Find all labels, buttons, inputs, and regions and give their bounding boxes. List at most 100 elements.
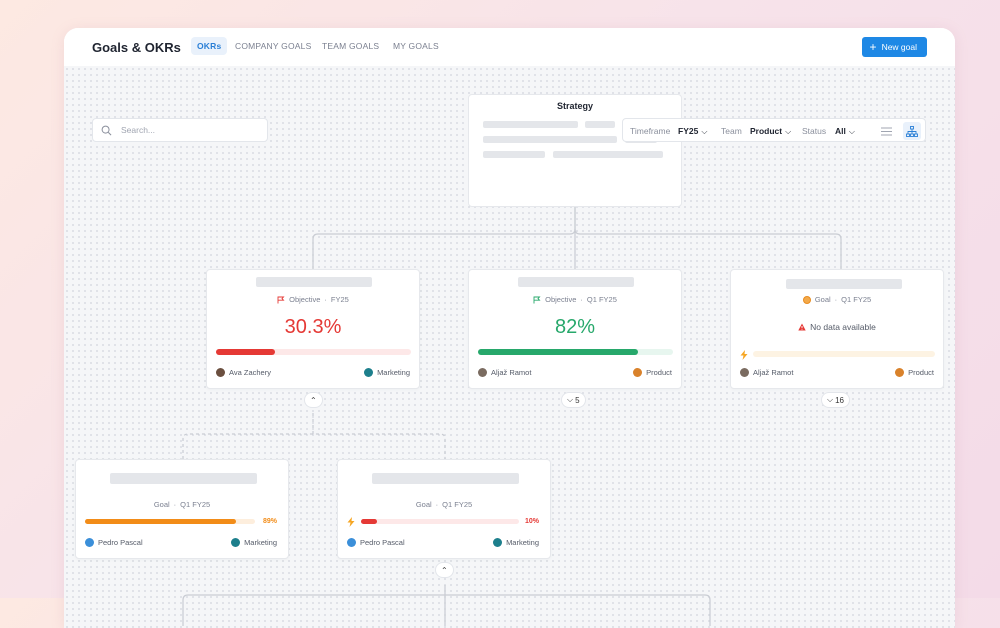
flag-icon [533, 296, 541, 303]
owner-name: Aljaž Ramot [491, 368, 532, 377]
progress-percent: 89% [262, 518, 277, 525]
owner-name: Pedro Pascal [360, 538, 405, 547]
target-icon [802, 295, 811, 304]
meta-separator: · [324, 295, 327, 304]
skeleton-line [483, 121, 578, 128]
meta-separator: · [580, 295, 583, 304]
card-kind: Goal [153, 500, 170, 509]
team-name: Marketing [244, 538, 277, 547]
chevron-down-icon: ⌵ [701, 127, 708, 136]
owner-name: Ava Zachery [229, 368, 271, 377]
lightning-icon [740, 350, 748, 360]
skeleton-line [585, 121, 615, 128]
chevron-down-icon: ⌵ [827, 395, 834, 404]
tab-my-goals[interactable]: MY GOALS [393, 41, 439, 51]
tree-view-button[interactable] [903, 122, 921, 140]
status-select[interactable]: All ⌵ [835, 126, 855, 137]
team-icon [895, 368, 905, 377]
progress-fill [85, 519, 237, 524]
team-tag[interactable]: Marketing [231, 538, 277, 547]
timeframe-select[interactable]: FY25 ⌵ [678, 126, 707, 137]
list-icon [880, 127, 892, 135]
new-goal-button[interactable]: + New goal [861, 37, 927, 57]
owner[interactable]: Aljaž Ramot [478, 368, 531, 377]
skeleton-title [372, 473, 519, 484]
progress-value: 82% [554, 316, 596, 338]
card-period: Q1 FY25 [442, 500, 473, 509]
chevron-down-icon: ⌵ [567, 395, 574, 404]
search-box[interactable] [92, 118, 268, 142]
owner[interactable]: Pedro Pascal [85, 538, 143, 547]
skeleton-line [483, 151, 545, 158]
list-view-button[interactable] [877, 122, 895, 140]
expand-toggle[interactable]: ⌵ 5 [561, 392, 586, 408]
search-icon [101, 125, 112, 135]
search-input[interactable] [119, 124, 253, 136]
lightning-icon [347, 517, 355, 527]
team-tag[interactable]: Marketing [493, 538, 539, 547]
skeleton-line [483, 136, 617, 143]
expand-toggle[interactable]: ⌵ 16 [821, 392, 850, 408]
team-tag[interactable]: Product [633, 368, 672, 377]
owner[interactable]: Pedro Pascal [347, 538, 405, 547]
team-icon [231, 538, 241, 547]
card-period: Q1 FY25 [180, 500, 211, 509]
team-icon [633, 368, 643, 377]
skeleton-title [110, 473, 257, 484]
warning-icon [798, 323, 806, 331]
top-bar: Goals & OKRs OKRs COMPANY GOALS TEAM GOA… [64, 28, 955, 66]
timeframe-label: Timeframe [630, 126, 671, 136]
plus-icon: + [869, 40, 877, 54]
goal-card[interactable]: Goal · Q1 FY25 89% Pedro Pascal Marketin… [75, 459, 289, 559]
no-data-notice: No data available [731, 322, 943, 332]
progress-bar [478, 349, 673, 355]
tab-company-goals[interactable]: COMPANY GOALS [235, 41, 312, 51]
team-tag[interactable]: Product [895, 368, 934, 377]
connector-strategy-goal-3 [574, 228, 842, 269]
child-count: 16 [835, 395, 844, 405]
avatar [740, 368, 749, 377]
owner[interactable]: Aljaž Ramot [740, 368, 793, 377]
goal-card[interactable]: Objective · Q1 FY25 82% Aljaž Ramot Prod… [468, 269, 682, 389]
team-tag[interactable]: Marketing [364, 368, 410, 377]
strategy-title: Strategy [556, 101, 593, 111]
chevron-down-icon: ⌵ [785, 127, 792, 136]
connector-goal-children [182, 594, 711, 626]
page-title: Goals & OKRs [92, 40, 181, 55]
owner-name: Pedro Pascal [98, 538, 143, 547]
progress-fill [216, 349, 276, 355]
team-value: Product [750, 126, 783, 136]
tab-team-goals[interactable]: TEAM GOALS [322, 41, 380, 51]
new-goal-label: New goal [881, 42, 917, 52]
team-select[interactable]: Product ⌵ [750, 126, 791, 137]
strategy-card[interactable]: Strategy [468, 94, 682, 207]
tab-okrs[interactable]: OKRs [191, 37, 228, 55]
tree-canvas[interactable]: Strategy Timeframe FY25⌵ Team Product⌵ S… [64, 66, 955, 628]
owner[interactable]: Ava Zachery [216, 368, 271, 377]
owner-name: Aljaž Ramot [753, 368, 794, 377]
skeleton-title [256, 277, 372, 287]
status-value: All [835, 126, 846, 136]
chevron-up-icon: ⌃ [310, 395, 317, 405]
goal-card[interactable]: Goal · Q1 FY25 No data available Aljaž R… [730, 269, 944, 389]
team-icon [364, 368, 374, 377]
collapse-toggle[interactable]: ⌃ [435, 562, 454, 578]
filter-bar: Timeframe FY25 ⌵ Team Product ⌵ Status All… [622, 118, 926, 142]
progress-bar [216, 349, 411, 355]
card-kind: Objective [289, 295, 321, 304]
skeleton-line [553, 151, 663, 158]
meta-separator: · [173, 500, 177, 509]
goal-card[interactable]: Goal · Q1 FY25 10% Pedro Pascal Marketin… [337, 459, 551, 559]
collapse-toggle[interactable]: ⌃ [304, 392, 323, 408]
team-name: Product [646, 368, 672, 377]
goal-card[interactable]: Objective · FY25 30.3% Ava Zachery Marke… [206, 269, 420, 389]
connector-strategy-objective-1 [312, 207, 576, 269]
progress-bar [361, 519, 519, 524]
team-label: Team [721, 126, 742, 136]
card-meta: Goal · Q1 FY25 [338, 500, 550, 509]
card-meta: Objective · Q1 FY25 [469, 295, 681, 304]
avatar [347, 538, 356, 547]
avatar [216, 368, 225, 377]
connector-objective-children [182, 433, 446, 459]
card-kind: Goal [814, 295, 831, 304]
